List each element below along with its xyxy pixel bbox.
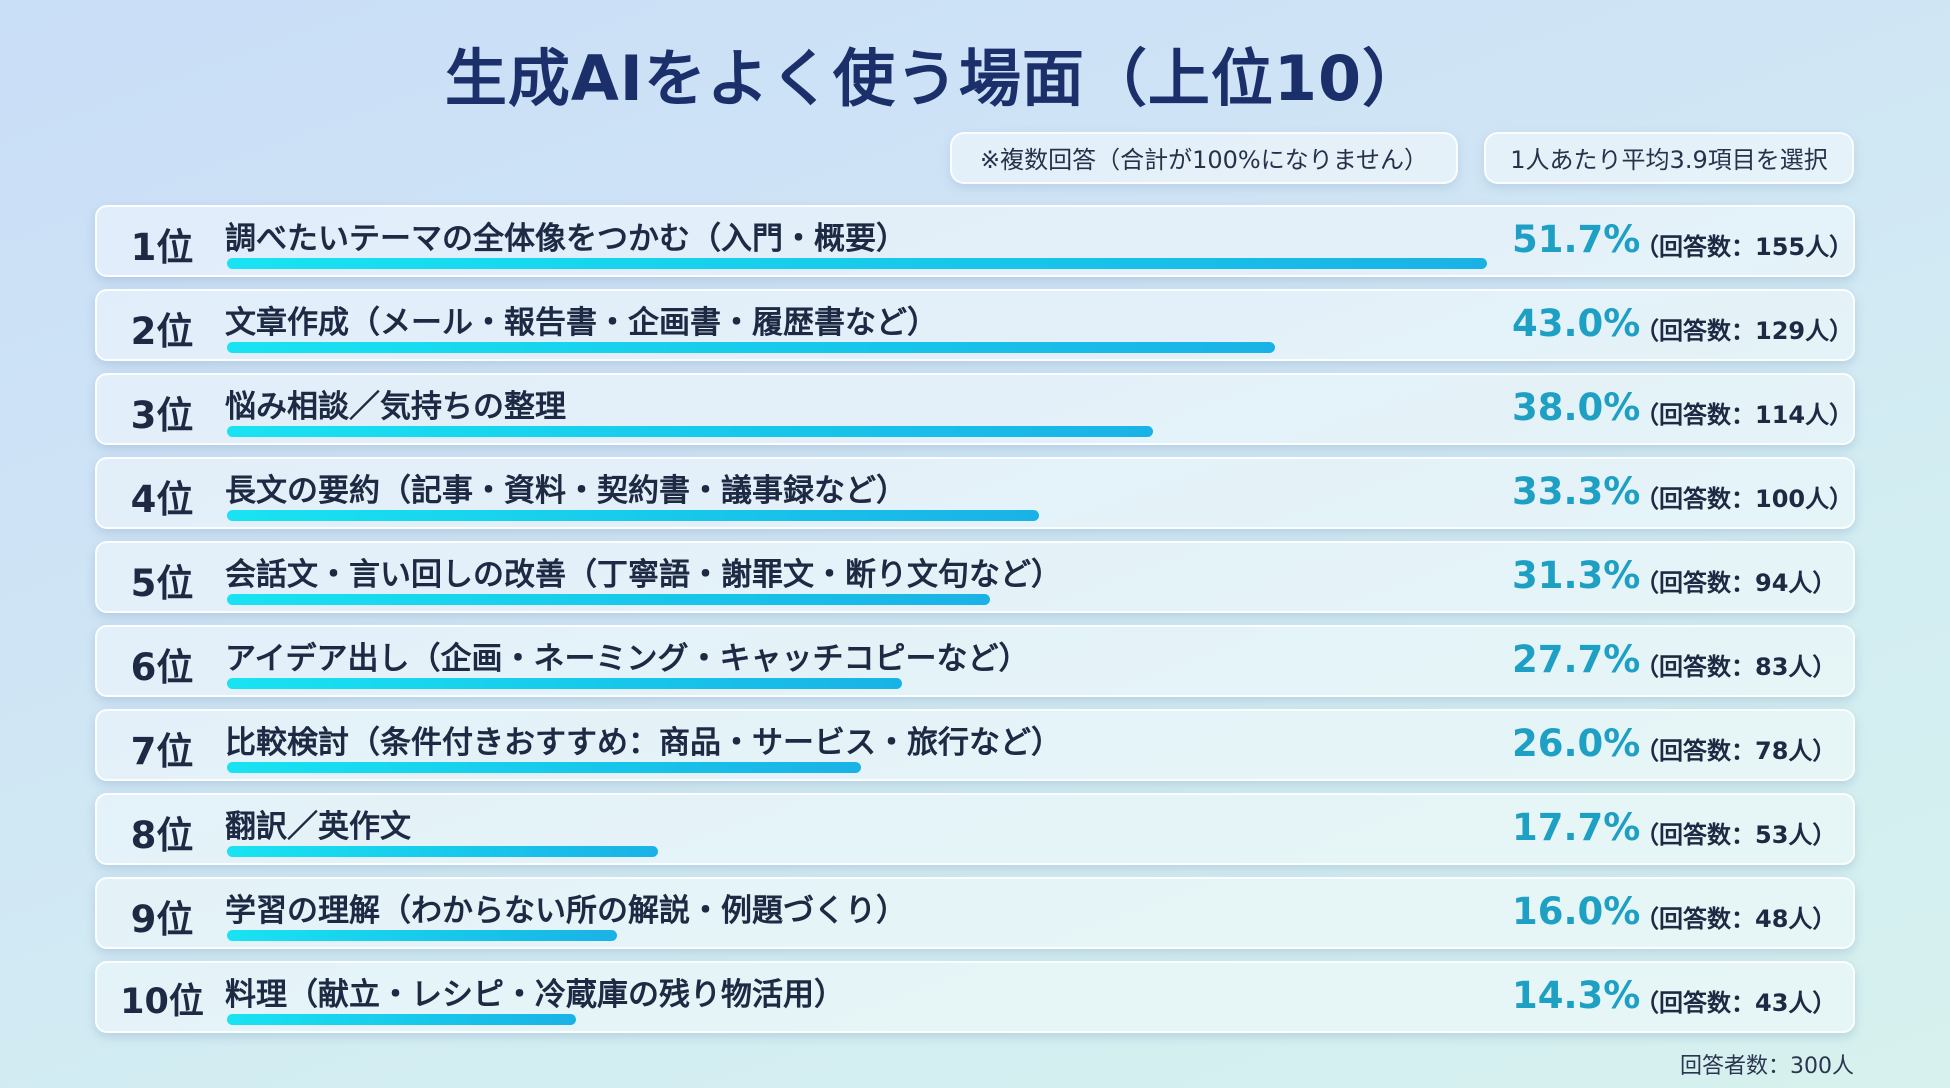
rank-label: 5位 <box>130 562 194 605</box>
category-label: アイデア出し（企画・ネーミング・キャッチコピーなど） <box>225 641 1030 677</box>
count-label: （回答数：78人） <box>1635 737 1837 765</box>
rank-label: 10位 <box>120 982 204 1022</box>
percent-label: 27.7% <box>1512 638 1641 681</box>
rank-label: 1位 <box>130 226 194 269</box>
ranking-row: 3位 悩み相談／気持ちの整理 38.0% （回答数：114人） <box>95 373 1855 445</box>
ranking-row: 1位 調べたいテーマの全体像をつかむ（入門・概要） 51.7% （回答数：155人） <box>95 205 1855 277</box>
count-label: （回答数：100人） <box>1635 485 1854 513</box>
count-label: （回答数：155人） <box>1635 233 1854 261</box>
category-label: 翻訳／英作文 <box>225 809 411 845</box>
rank-label: 4位 <box>130 478 194 521</box>
percent-label: 14.3% <box>1512 974 1641 1017</box>
ranking-row: 2位 文章作成（メール・報告書・企画書・履歴書など） 43.0% （回答数：129人） <box>95 289 1855 361</box>
value-bar <box>227 846 658 857</box>
value-bar <box>227 426 1153 437</box>
count-label: （回答数：48人） <box>1635 905 1837 933</box>
ranking-row: 6位 アイデア出し（企画・ネーミング・キャッチコピーなど） 27.7% （回答数：83… <box>95 625 1855 697</box>
ranking-row: 8位 翻訳／英作文 17.7% （回答数：53人） <box>95 793 1855 865</box>
value-bar <box>227 510 1039 521</box>
rank-label: 2位 <box>130 310 194 353</box>
rank-label: 9位 <box>130 898 194 941</box>
ranking-list: 1位 調べたいテーマの全体像をつかむ（入門・概要） 51.7% （回答数：155人） 2… <box>95 205 1855 1045</box>
value-bar <box>227 762 861 773</box>
average-selection-note: 1人あたり平均3.9項目を選択 <box>1484 132 1854 184</box>
category-label: 学習の理解（わからない所の解説・例題づくり） <box>225 893 907 929</box>
rank-label: 6位 <box>130 646 194 689</box>
respondent-total: 回答者数：300人 <box>1680 1054 1854 1079</box>
value-bar <box>227 1014 576 1025</box>
count-label: （回答数：43人） <box>1635 989 1837 1017</box>
percent-label: 51.7% <box>1512 218 1641 261</box>
category-label: 会話文・言い回しの改善（丁寧語・謝罪文・断り文句など） <box>225 557 1062 593</box>
percent-label: 33.3% <box>1512 470 1641 513</box>
count-label: （回答数：129人） <box>1635 317 1854 345</box>
ranking-row: 10位 料理（献立・レシピ・冷蔵庫の残り物活用） 14.3% （回答数：43人） <box>95 961 1855 1033</box>
percent-label: 43.0% <box>1512 302 1641 345</box>
chart-title: 生成AIをよく使う場面（上位10） <box>444 42 1426 115</box>
value-bar <box>227 342 1275 353</box>
rank-label: 8位 <box>130 814 194 857</box>
value-bar <box>227 594 990 605</box>
percent-label: 31.3% <box>1512 554 1641 597</box>
category-label: 調べたいテーマの全体像をつかむ（入門・概要） <box>225 221 907 257</box>
ranking-row: 7位 比較検討（条件付きおすすめ：商品・サービス・旅行など） 26.0% （回答数：7… <box>95 709 1855 781</box>
count-label: （回答数：114人） <box>1635 401 1854 429</box>
value-bar <box>227 678 902 689</box>
category-label: 文章作成（メール・報告書・企画書・履歴書など） <box>225 305 938 341</box>
rank-label: 7位 <box>130 730 194 773</box>
percent-label: 16.0% <box>1512 890 1641 933</box>
percent-label: 26.0% <box>1512 722 1641 765</box>
ranking-row: 9位 学習の理解（わからない所の解説・例題づくり） 16.0% （回答数：48人） <box>95 877 1855 949</box>
category-label: 長文の要約（記事・資料・契約書・議事録など） <box>225 473 907 509</box>
percent-label: 17.7% <box>1512 806 1641 849</box>
value-bar <box>227 930 617 941</box>
ranking-row: 4位 長文の要約（記事・資料・契約書・議事録など） 33.3% （回答数：100人） <box>95 457 1855 529</box>
category-label: 悩み相談／気持ちの整理 <box>225 389 566 425</box>
value-bar <box>227 258 1487 269</box>
count-label: （回答数：94人） <box>1635 569 1837 597</box>
multiple-answer-note: ※複数回答（合計が100%になりません） <box>950 132 1458 184</box>
ranking-row: 5位 会話文・言い回しの改善（丁寧語・謝罪文・断り文句など） 31.3% （回答数：9… <box>95 541 1855 613</box>
category-label: 料理（献立・レシピ・冷蔵庫の残り物活用） <box>225 977 845 1013</box>
rank-label: 3位 <box>130 394 194 437</box>
category-label: 比較検討（条件付きおすすめ：商品・サービス・旅行など） <box>225 725 1062 761</box>
percent-label: 38.0% <box>1512 386 1641 429</box>
count-label: （回答数：53人） <box>1635 821 1837 849</box>
count-label: （回答数：83人） <box>1635 653 1837 681</box>
